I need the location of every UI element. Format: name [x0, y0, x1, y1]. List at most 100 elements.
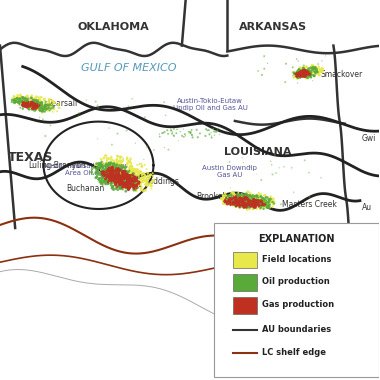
Point [34, 103, 40, 109]
Point [109, 165, 116, 171]
Point [38, 103, 44, 109]
Point [329, 71, 336, 78]
Point [14, 95, 21, 101]
Point [258, 202, 264, 208]
Point [262, 197, 268, 203]
Point [106, 168, 112, 174]
Point [272, 152, 278, 158]
Point [30, 104, 36, 110]
Point [258, 202, 264, 208]
Point [134, 181, 140, 187]
Point [306, 69, 312, 75]
FancyBboxPatch shape [233, 297, 257, 314]
Point [105, 160, 111, 166]
Point [298, 70, 304, 76]
Point [49, 106, 55, 112]
Point [112, 173, 118, 179]
Point [103, 165, 109, 171]
Point [19, 98, 25, 104]
Point [307, 71, 313, 77]
Point [240, 196, 246, 202]
Point [123, 185, 129, 191]
Point [222, 198, 228, 204]
Point [39, 101, 45, 107]
Point [30, 104, 36, 110]
Point [103, 177, 109, 183]
Point [258, 201, 264, 207]
Point [243, 196, 249, 202]
Point [292, 74, 298, 80]
Point [119, 178, 125, 184]
Point [240, 201, 246, 207]
Point [223, 193, 230, 200]
Point [242, 196, 248, 203]
Point [237, 195, 243, 201]
Point [247, 201, 253, 207]
Point [28, 93, 35, 99]
Point [302, 73, 309, 79]
Point [120, 169, 127, 175]
Point [249, 193, 255, 199]
Point [23, 100, 29, 106]
Point [302, 67, 308, 73]
Point [11, 96, 17, 102]
Point [31, 100, 37, 106]
Point [43, 101, 49, 108]
Point [117, 175, 124, 181]
Point [294, 72, 300, 78]
Point [109, 157, 115, 163]
Point [31, 97, 37, 103]
Point [130, 175, 136, 181]
Point [138, 187, 144, 193]
Point [227, 198, 233, 204]
Point [38, 100, 44, 106]
Point [26, 105, 32, 111]
Point [306, 73, 312, 79]
Point [127, 184, 133, 190]
Point [129, 176, 135, 182]
Point [112, 160, 119, 166]
Point [260, 201, 266, 207]
Point [231, 196, 237, 203]
Point [307, 68, 314, 74]
Point [239, 198, 245, 204]
Point [16, 100, 22, 106]
Point [128, 177, 134, 183]
Point [242, 197, 249, 203]
Point [122, 183, 128, 189]
Point [133, 182, 139, 188]
Point [293, 71, 299, 77]
Point [312, 66, 318, 72]
Point [102, 176, 108, 182]
Point [235, 201, 241, 207]
Point [300, 71, 306, 77]
Point [173, 130, 179, 136]
Point [115, 174, 121, 180]
Point [32, 105, 38, 111]
Point [41, 105, 47, 111]
Point [144, 182, 150, 188]
Point [113, 174, 119, 180]
Point [107, 167, 113, 173]
Point [113, 182, 119, 188]
Point [304, 71, 310, 77]
Point [224, 193, 230, 200]
Point [24, 96, 30, 102]
Point [103, 174, 109, 180]
Point [233, 194, 239, 200]
Point [105, 166, 111, 173]
Point [114, 177, 120, 183]
Point [230, 201, 236, 207]
Text: Pearsall: Pearsall [48, 99, 78, 108]
Point [128, 163, 135, 169]
Point [137, 183, 143, 189]
Point [238, 199, 244, 205]
Point [229, 190, 235, 196]
Point [240, 199, 246, 205]
Point [313, 70, 319, 76]
Point [35, 104, 41, 110]
Point [15, 99, 21, 105]
Point [30, 105, 36, 111]
Point [134, 183, 140, 189]
Point [125, 187, 131, 193]
